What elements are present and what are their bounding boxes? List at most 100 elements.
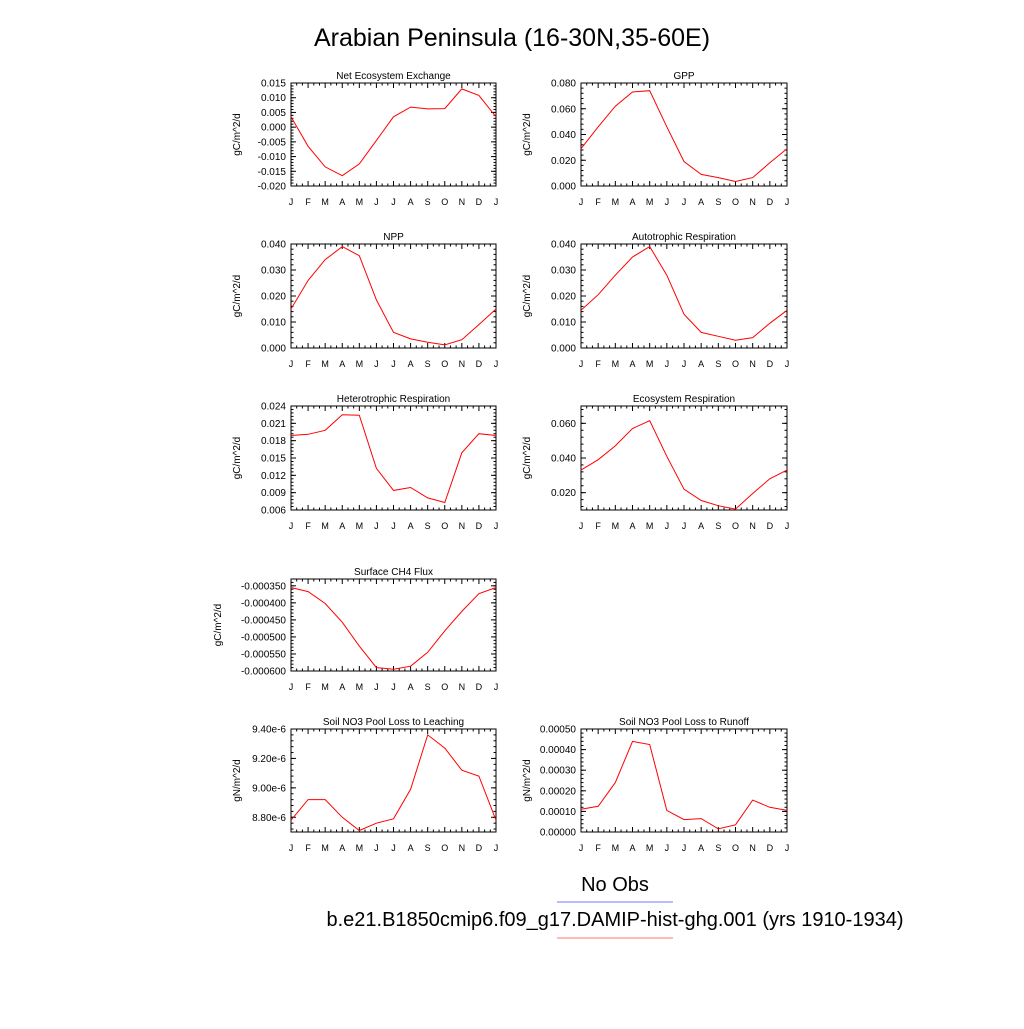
y-tick-label: -0.010 — [258, 152, 287, 163]
x-tick-label: F — [305, 197, 311, 207]
x-tick-label: O — [732, 843, 739, 853]
x-tick-label: M — [321, 521, 329, 531]
plot-frame — [290, 405, 497, 511]
y-axis-label: gC/m^2/d — [522, 113, 533, 156]
y-tick-label: 0.000 — [261, 344, 286, 355]
x-tick-label: A — [339, 359, 345, 369]
x-tick-label: A — [408, 197, 414, 207]
y-tick-label: 0.006 — [261, 506, 286, 517]
x-tick-label: A — [408, 359, 414, 369]
x-tick-label: M — [646, 843, 654, 853]
plot-frame — [290, 578, 497, 672]
x-tick-label: A — [698, 521, 704, 531]
y-tick-label: -0.000500 — [241, 632, 286, 643]
x-tick-label: N — [749, 359, 756, 369]
x-tick-label: J — [289, 197, 294, 207]
x-tick-label: M — [356, 197, 364, 207]
chart-title: Ecosystem Respiration — [633, 394, 735, 405]
x-tick-label: N — [459, 682, 466, 692]
y-tick-label: 0.00020 — [540, 786, 577, 797]
chart-title: Surface CH4 Flux — [354, 567, 433, 578]
x-tick-label: J — [682, 359, 687, 369]
x-tick-label: J — [494, 359, 499, 369]
y-tick-label: 9.20e-6 — [252, 754, 286, 765]
plot-frame — [290, 728, 497, 833]
y-tick-label: 0.010 — [261, 318, 286, 329]
chart-title: NPP — [383, 232, 404, 243]
x-tick-label: F — [305, 359, 311, 369]
x-tick-label: A — [698, 359, 704, 369]
x-tick-label: N — [459, 521, 466, 531]
y-axis-label: gN/m^2/d — [522, 759, 533, 802]
x-tick-label: F — [595, 197, 601, 207]
y-tick-label: 0.000 — [551, 344, 576, 355]
x-tick-label: A — [408, 521, 414, 531]
x-tick-label: O — [732, 521, 739, 531]
x-tick-label: O — [732, 359, 739, 369]
x-tick-label: D — [476, 197, 483, 207]
y-tick-label: -0.015 — [258, 167, 287, 178]
x-tick-label: J — [665, 521, 670, 531]
y-axis-label: gN/m^2/d — [232, 759, 243, 802]
x-tick-label: J — [682, 521, 687, 531]
x-tick-label: J — [785, 843, 790, 853]
x-tick-label: S — [425, 682, 431, 692]
y-tick-label: 0.00010 — [540, 807, 577, 818]
x-tick-label: F — [595, 359, 601, 369]
y-tick-label: 0.020 — [551, 488, 576, 499]
y-tick-label: 0.010 — [261, 93, 286, 104]
y-tick-label: 0.040 — [551, 130, 576, 141]
y-tick-label: -0.005 — [258, 137, 287, 148]
x-tick-label: J — [665, 843, 670, 853]
y-tick-label: -0.000600 — [241, 667, 286, 678]
chart-title: GPP — [673, 71, 694, 82]
x-tick-label: N — [459, 843, 466, 853]
legend-label-model: b.e21.B1850cmip6.f09_g17.DAMIP-hist-ghg.… — [326, 909, 903, 931]
y-tick-label: 0.040 — [551, 454, 576, 465]
y-tick-label: 0.012 — [261, 471, 286, 482]
y-axis-label: gC/m^2/d — [522, 437, 533, 480]
legend: No Obs b.e21.B1850cmip6.f09_g17.DAMIP-hi… — [326, 874, 904, 939]
series-line — [290, 587, 497, 670]
x-tick-label: D — [476, 521, 483, 531]
page-title: Arabian Peninsula (16-30N,35-60E) — [314, 24, 710, 52]
x-tick-label: O — [441, 359, 448, 369]
x-tick-label: F — [305, 843, 311, 853]
y-tick-label: -0.000350 — [241, 581, 286, 592]
x-tick-label: A — [629, 197, 635, 207]
x-tick-label: A — [698, 843, 704, 853]
x-tick-label: M — [612, 359, 620, 369]
chart-title: Soil NO3 Pool Loss to Leaching — [323, 717, 464, 728]
x-tick-label: J — [289, 682, 294, 692]
y-tick-label: 0.040 — [261, 240, 286, 251]
x-tick-label: M — [612, 197, 620, 207]
x-tick-label: J — [391, 359, 396, 369]
x-tick-label: O — [441, 521, 448, 531]
x-tick-label: M — [646, 197, 654, 207]
y-tick-label: 0.00040 — [540, 745, 577, 756]
x-tick-label: N — [749, 521, 756, 531]
x-tick-label: S — [425, 521, 431, 531]
series-line — [290, 88, 497, 177]
x-tick-label: N — [459, 359, 466, 369]
x-tick-label: O — [441, 843, 448, 853]
x-tick-label: J — [391, 682, 396, 692]
x-tick-label: J — [494, 197, 499, 207]
y-axis-label: gC/m^2/d — [232, 275, 243, 318]
chart-title: Net Ecosystem Exchange — [336, 71, 451, 82]
y-tick-label: 8.80e-6 — [252, 813, 286, 824]
x-tick-label: S — [425, 359, 431, 369]
plot-frame — [580, 728, 788, 833]
x-tick-label: M — [356, 843, 364, 853]
x-tick-label: A — [408, 843, 414, 853]
x-tick-label: J — [785, 197, 790, 207]
y-tick-label: 0.005 — [261, 108, 286, 119]
x-tick-label: D — [767, 521, 774, 531]
x-tick-label: J — [494, 843, 499, 853]
x-tick-label: J — [494, 682, 499, 692]
x-tick-label: J — [579, 843, 584, 853]
